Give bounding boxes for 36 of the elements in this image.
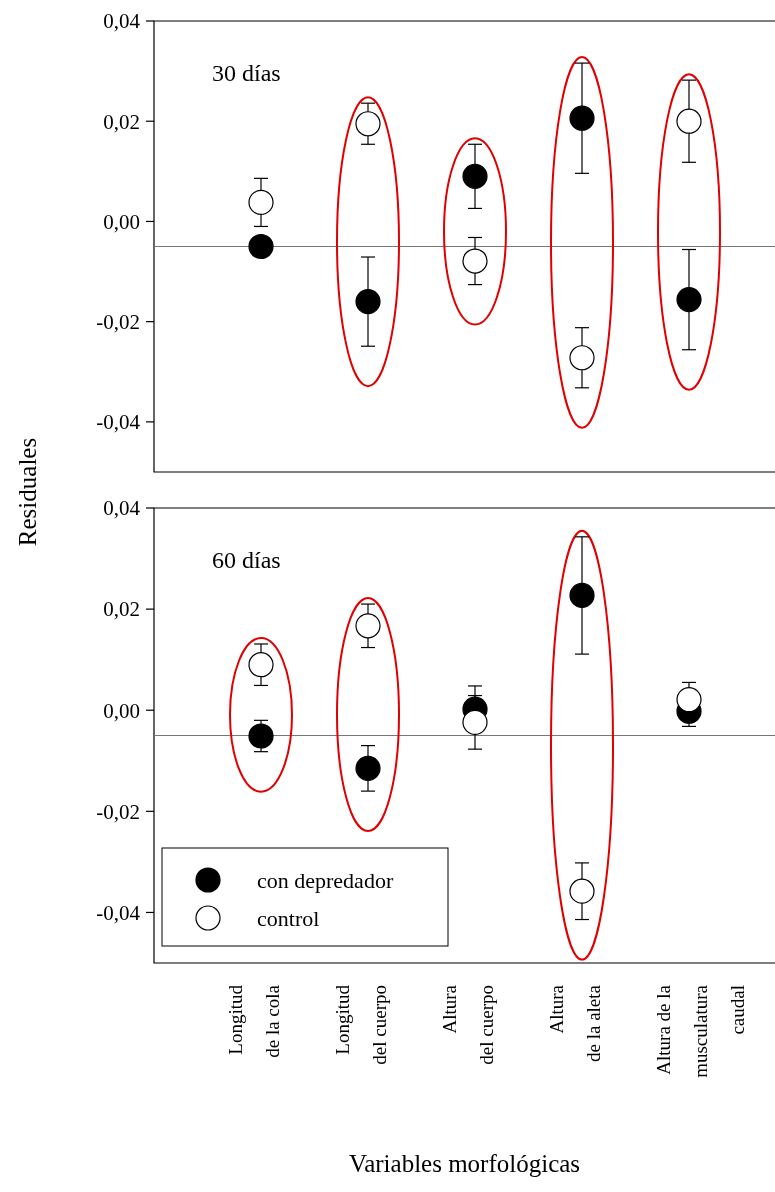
- point: [248, 652, 274, 678]
- y-axis-title: Residuales: [14, 437, 41, 547]
- y-tick-label: 0,00: [103, 698, 140, 723]
- point: [676, 108, 702, 134]
- y-tick-label: -0,04: [96, 900, 141, 925]
- point: [355, 289, 381, 315]
- y-tick-label: 0,04: [103, 496, 141, 521]
- text: 60 días: [212, 547, 281, 573]
- point: [248, 189, 274, 215]
- y-tick-label: -0,02: [96, 310, 140, 335]
- x-tick-label: Longitud de la cola: [224, 984, 283, 1058]
- y-tick-label: 0,04: [103, 9, 141, 34]
- point: [676, 287, 702, 313]
- y-tick-label: -0,02: [96, 799, 140, 824]
- point: [569, 345, 595, 371]
- point: [248, 233, 274, 260]
- y-tick-label: 0,00: [103, 209, 140, 234]
- y-tick-label: 0,02: [103, 109, 140, 134]
- point: [569, 878, 595, 904]
- point: [569, 105, 595, 131]
- point: [355, 111, 381, 137]
- point: [355, 613, 381, 639]
- x-axis-title: Variables morfológicas: [348, 1150, 581, 1177]
- point: [569, 582, 595, 609]
- y-tick-label: -0,04: [96, 410, 141, 435]
- y-tick-label: 0,02: [103, 597, 140, 622]
- x-tick-label: Altura de la musculatura caudal: [652, 984, 748, 1078]
- legend-label: con depredador: [257, 867, 394, 893]
- point: [676, 687, 702, 713]
- point: [462, 709, 488, 735]
- text: 30 días: [212, 60, 281, 86]
- legend-label: control: [257, 905, 320, 931]
- point: [248, 723, 274, 749]
- point: [462, 248, 488, 274]
- point: [355, 755, 381, 781]
- point: [462, 163, 488, 189]
